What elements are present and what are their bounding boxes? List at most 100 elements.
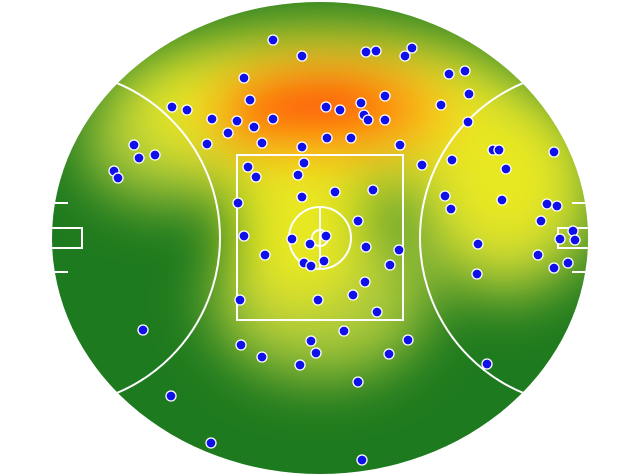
point [359,276,371,288]
point [493,144,505,156]
point [352,215,364,227]
point [232,197,244,209]
point [334,104,346,116]
point [320,230,332,242]
point [318,255,330,267]
point [304,238,316,250]
point [462,116,474,128]
point [347,289,359,301]
point [496,194,508,206]
point [379,90,391,102]
point [231,115,243,127]
point [463,88,475,100]
point [234,294,246,306]
point [286,233,298,245]
point [256,351,268,363]
point [535,215,547,227]
point [371,306,383,318]
point [548,262,560,274]
point [445,203,457,215]
point [362,114,374,126]
point [393,244,405,256]
point [149,149,161,161]
point [310,347,322,359]
point [305,260,317,272]
point [352,376,364,388]
point [320,101,332,113]
point [481,358,493,370]
point [267,34,279,46]
point [244,94,256,106]
point [345,132,357,144]
point [416,159,428,171]
point [394,139,406,151]
point [567,225,579,237]
point [367,184,379,196]
point [312,294,324,306]
point [562,257,574,269]
point [298,157,310,169]
point [472,238,484,250]
point [548,146,560,158]
point [435,99,447,111]
point [532,249,544,261]
point [321,132,333,144]
point [133,152,145,164]
point [305,335,317,347]
point [201,138,213,150]
point [459,65,471,77]
point [356,454,368,466]
point [296,50,308,62]
point [248,121,260,133]
arc-line [52,69,221,407]
point [338,325,350,337]
point [541,198,553,210]
point [471,268,483,280]
point [406,42,418,54]
point [206,113,218,125]
point [242,161,254,173]
point [259,249,271,261]
point [222,127,234,139]
point [238,72,250,84]
point [250,171,262,183]
point [256,137,268,149]
point [112,172,124,184]
point [446,154,458,166]
point [296,191,308,203]
points [108,34,581,466]
point [360,46,372,58]
point [360,241,372,253]
point [402,334,414,346]
point [205,437,217,449]
point [235,339,247,351]
point [181,104,193,116]
point [500,163,512,175]
point [329,186,341,198]
arc-line [419,69,588,407]
point [238,230,250,242]
point [443,68,455,80]
point [439,190,451,202]
point [551,200,563,212]
point [384,259,396,271]
point [399,50,411,62]
point [554,233,566,245]
point [165,390,177,402]
point [383,348,395,360]
centre-square [236,154,404,321]
point [296,141,308,153]
point [128,139,140,151]
point [292,169,304,181]
point [267,113,279,125]
point [379,114,391,126]
point [355,97,367,109]
point [370,45,382,57]
point [137,324,149,336]
point [166,101,178,113]
point [569,234,581,246]
point [294,359,306,371]
